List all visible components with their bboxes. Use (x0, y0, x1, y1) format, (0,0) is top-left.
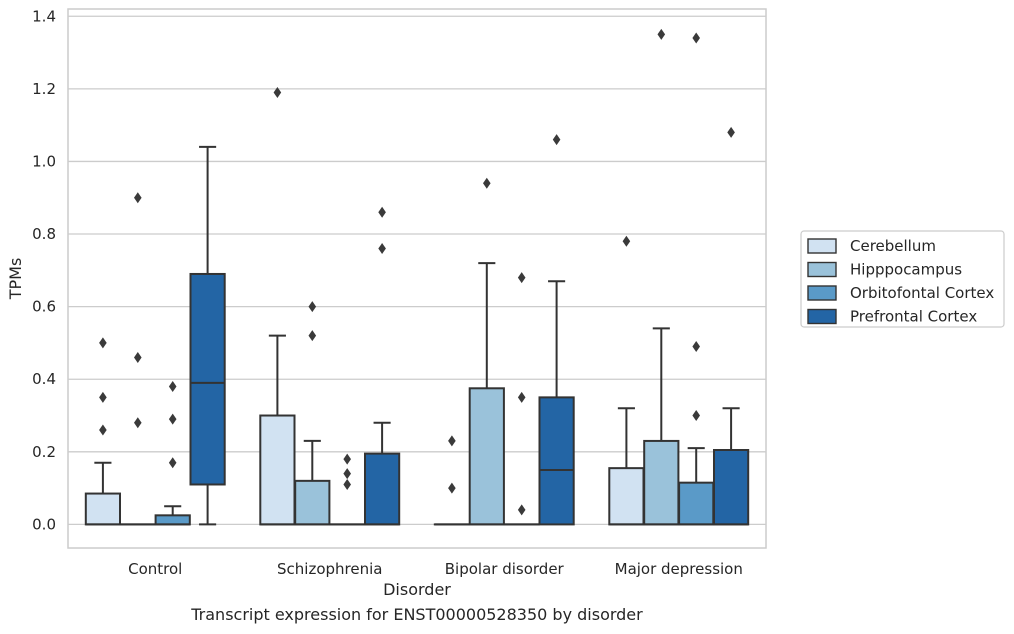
x-tick-label: Schizophrenia (277, 560, 382, 578)
box-rect (84, 492, 122, 526)
outlier-point (168, 380, 177, 392)
box-rect (189, 272, 226, 486)
outlier-point (273, 86, 282, 98)
outlier-point (727, 126, 735, 138)
box-3-1 (643, 28, 680, 526)
outlier-point (517, 504, 526, 516)
outlier-point (308, 301, 317, 313)
legend-label: Hipppocampus (850, 261, 962, 279)
box-0-2 (154, 380, 191, 526)
outlier-point (134, 192, 142, 204)
x-tick-label: Bipolar disorder (445, 560, 565, 578)
y-tick-label: 0.4 (32, 370, 56, 388)
figure-caption: Transcript expression for ENST0000052835… (191, 605, 643, 624)
box-rect (363, 452, 401, 526)
legend-swatch (807, 261, 837, 278)
legend-label: Cerebellum (850, 237, 936, 255)
legend-swatch (807, 238, 837, 254)
y-tick-label: 0.8 (32, 225, 56, 243)
box-2-0 (433, 435, 471, 526)
y-tick-label: 0.0 (32, 515, 56, 533)
outlier-point (552, 134, 561, 146)
box-rect (538, 396, 575, 526)
box-rect (154, 514, 191, 526)
box-plot-chart: 0.0 0.2 0.4 0.6 0.8 1.0 1.2 1.4 Control Schizophr… (6, 7, 1005, 599)
box-rect (643, 439, 680, 526)
outlier-point (343, 468, 351, 480)
outlier-point (692, 341, 700, 353)
box-rect (468, 387, 505, 526)
y-tick-label: 1.4 (32, 7, 56, 25)
outlier-point (308, 330, 317, 342)
x-axis-label: Disorder (383, 580, 451, 599)
outlier-point (517, 391, 526, 403)
outlier-point (343, 478, 351, 490)
y-tick-label: 0.2 (32, 443, 56, 461)
outlier-point (692, 32, 700, 44)
outlier-point (168, 457, 177, 469)
box-1-3 (363, 206, 401, 526)
box-1-2 (329, 453, 366, 526)
outlier-point (99, 337, 107, 349)
outlier-point (99, 424, 107, 436)
legend-swatch (807, 308, 837, 325)
box-2-2 (503, 272, 540, 526)
box-3-0 (608, 235, 645, 526)
outlier-point (134, 417, 142, 429)
x-tick-label: Control (128, 560, 182, 578)
outlier-point (378, 206, 386, 218)
outlier-point (378, 243, 386, 255)
outlier-point (692, 410, 700, 422)
box-2-3 (538, 134, 575, 526)
box-0-3 (189, 145, 226, 526)
legend: Cerebellum Hipppocampus Orbitofontal Corte… (800, 230, 1005, 328)
box-1-0 (259, 86, 296, 526)
y-tick-label: 0.6 (32, 298, 56, 316)
outlier-point (517, 272, 526, 284)
x-tick-label: Major depression (615, 560, 743, 578)
outlier-point (448, 435, 456, 447)
box-0-0 (84, 337, 122, 526)
outlier-point (168, 413, 177, 425)
legend-label: Orbitofontal Cortex (850, 284, 994, 302)
y-tick-label: 1.0 (32, 152, 56, 170)
outlier-point (99, 391, 107, 403)
box-rect (712, 449, 750, 526)
box-rect (678, 481, 715, 526)
outlier-point (483, 177, 491, 189)
box-rect (259, 414, 296, 526)
y-axis-label: TPMs (6, 258, 25, 301)
box-rect (294, 479, 331, 526)
box-1-1 (294, 301, 331, 526)
outlier-point (134, 351, 142, 363)
plot-frame (67, 8, 767, 549)
box-3-2 (678, 32, 715, 526)
legend-swatch (807, 285, 837, 301)
box-3-3 (712, 126, 750, 526)
grid-lines (68, 15, 766, 526)
axes: 0.0 0.2 0.4 0.6 0.8 1.0 1.2 1.4 Control Schizophr… (6, 7, 743, 599)
outlier-point (343, 453, 351, 465)
outlier-point (657, 28, 666, 40)
box-2-1 (468, 177, 505, 526)
legend-label: Prefrontal Cortex (850, 308, 977, 326)
box-plot-area (84, 28, 750, 526)
box-rect (608, 467, 645, 526)
box-0-1 (119, 192, 156, 526)
outlier-point (622, 235, 631, 247)
outlier-point (448, 482, 456, 494)
legend-box (800, 230, 1005, 328)
y-tick-label: 1.2 (32, 80, 56, 98)
